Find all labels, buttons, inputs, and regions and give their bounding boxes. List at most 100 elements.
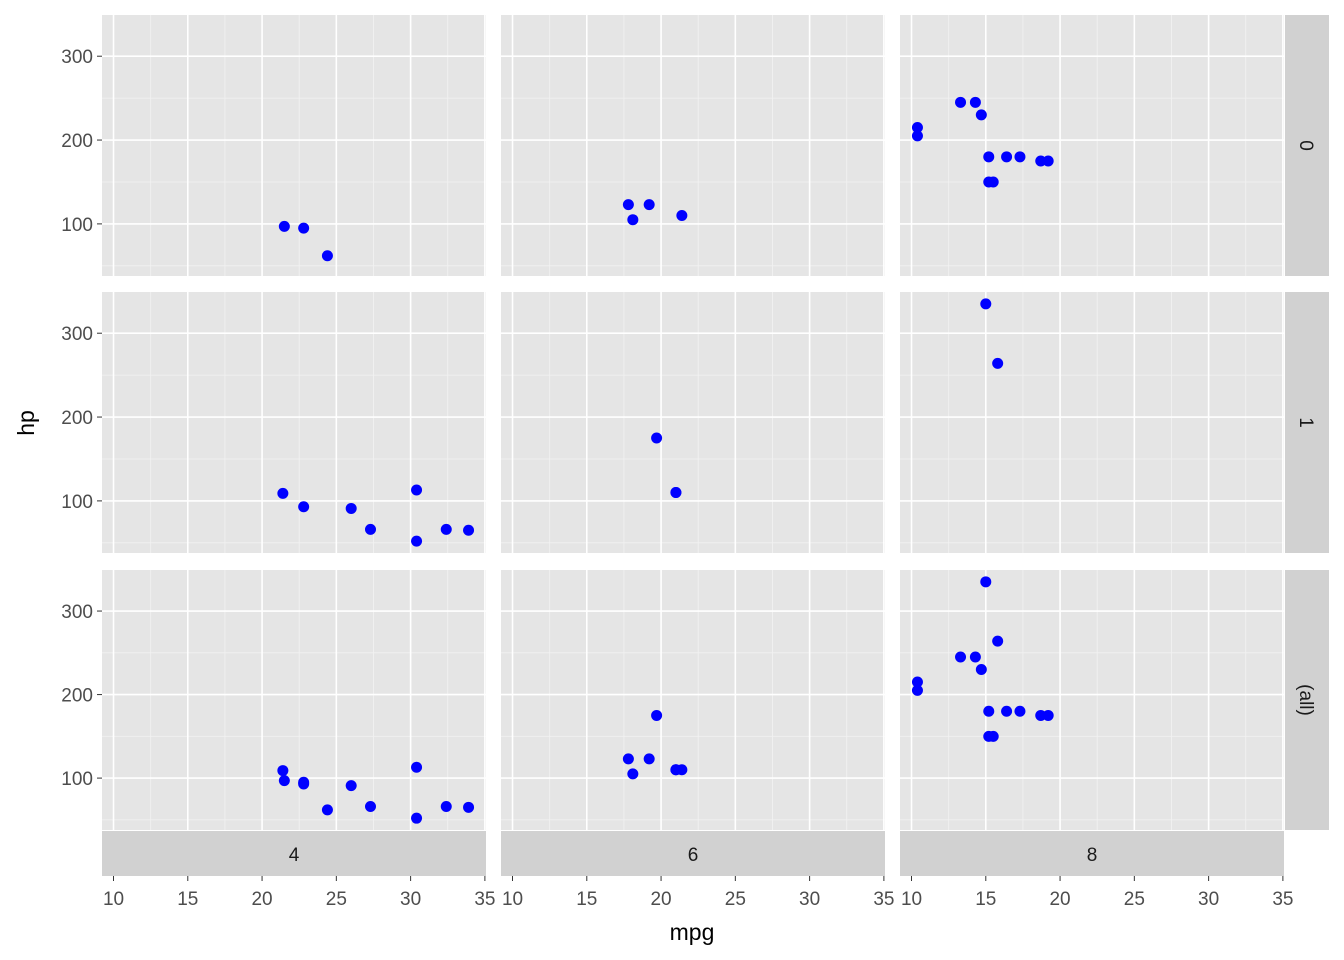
- data-point: [975, 664, 987, 676]
- x-tick-label: 10: [502, 889, 523, 910]
- data-point: [911, 676, 923, 688]
- panel-(all)-6: [501, 570, 885, 830]
- column-strip: [501, 831, 885, 876]
- y-tick-label: 300: [61, 47, 93, 68]
- x-tick-label: 25: [1124, 889, 1145, 910]
- data-point: [365, 523, 377, 535]
- data-point: [627, 768, 639, 780]
- x-tick-label: 20: [1049, 889, 1070, 910]
- data-point: [622, 753, 634, 765]
- data-point: [1042, 709, 1054, 721]
- data-point: [411, 484, 423, 496]
- data-point: [983, 151, 995, 163]
- data-point: [1014, 151, 1026, 163]
- data-point: [411, 535, 423, 547]
- y-tick-label: 300: [61, 324, 93, 345]
- data-point: [365, 800, 377, 812]
- panel-0-4: [102, 15, 486, 276]
- data-point: [670, 764, 682, 776]
- y-tick-label: 100: [61, 215, 93, 236]
- y-tick-label: 200: [61, 408, 93, 429]
- data-point: [975, 109, 987, 121]
- row-strip-label: 0: [1295, 140, 1316, 151]
- data-point: [983, 705, 995, 717]
- data-point: [1001, 151, 1013, 163]
- x-tick-label: 20: [650, 889, 671, 910]
- data-point: [627, 214, 639, 226]
- data-point: [643, 753, 655, 765]
- data-point: [463, 524, 475, 536]
- y-tick-label: 100: [61, 769, 93, 790]
- panel-0-8: [900, 15, 1284, 276]
- panel-background: [900, 15, 1284, 276]
- data-point: [911, 130, 923, 142]
- data-point: [651, 432, 663, 444]
- row-strip-label: 1: [1295, 417, 1316, 428]
- x-tick-label: 30: [799, 889, 820, 910]
- row-strip-label: (all): [1295, 684, 1316, 716]
- panel-background: [102, 570, 486, 830]
- x-tick-label: 10: [901, 889, 922, 910]
- data-point: [298, 222, 310, 234]
- data-point: [651, 709, 663, 721]
- column-strip: [102, 831, 486, 876]
- y-tick-label: 200: [61, 686, 93, 707]
- panel-1-6: [501, 292, 885, 553]
- data-point: [278, 775, 290, 787]
- data-point: [955, 96, 967, 108]
- y-tick-label: 300: [61, 602, 93, 623]
- data-point: [345, 780, 357, 792]
- panel-1-4: [102, 292, 486, 553]
- panel-background: [501, 292, 885, 553]
- data-point: [969, 651, 981, 663]
- data-point: [277, 487, 289, 499]
- panel-background: [501, 15, 885, 276]
- x-tick-label: 25: [725, 889, 746, 910]
- data-point: [321, 250, 333, 262]
- panel-background: [900, 292, 1284, 553]
- data-point: [980, 576, 992, 588]
- data-point: [969, 96, 981, 108]
- data-point: [298, 778, 310, 790]
- data-point: [992, 635, 1004, 647]
- x-tick-label: 20: [251, 889, 272, 910]
- data-point: [321, 804, 333, 816]
- y-tick-label: 200: [61, 131, 93, 152]
- x-tick-label: 35: [1272, 889, 1293, 910]
- panel-1-8: [900, 292, 1284, 553]
- panel-background: [900, 570, 1284, 830]
- row-strip: [1285, 292, 1329, 553]
- x-tick-label: 15: [576, 889, 597, 910]
- data-point: [277, 765, 289, 777]
- column-strip-label: 6: [688, 845, 699, 866]
- x-tick-label: 35: [474, 889, 495, 910]
- column-strip-label: 8: [1087, 845, 1098, 866]
- panel-0-6: [501, 15, 885, 276]
- x-axis-title: mpg: [670, 919, 715, 945]
- data-point: [911, 684, 923, 696]
- data-point: [643, 199, 655, 211]
- data-point: [1042, 155, 1054, 167]
- panel-background: [102, 292, 486, 553]
- x-tick-label: 30: [400, 889, 421, 910]
- data-point: [411, 761, 423, 773]
- panel-(all)-4: [102, 570, 486, 830]
- data-point: [1014, 705, 1026, 717]
- data-point: [670, 487, 682, 499]
- x-tick-label: 15: [975, 889, 996, 910]
- data-point: [911, 121, 923, 133]
- column-strip: [900, 831, 1284, 876]
- data-point: [955, 651, 967, 663]
- panel-background: [102, 15, 486, 276]
- data-point: [463, 801, 475, 813]
- panel-(all)-8: [900, 570, 1284, 830]
- data-point: [411, 812, 423, 824]
- data-point: [992, 357, 1004, 369]
- x-tick-label: 25: [326, 889, 347, 910]
- y-axis-title: hp: [13, 410, 39, 436]
- data-point: [278, 220, 290, 232]
- y-tick-label: 100: [61, 492, 93, 513]
- column-strip-label: 4: [289, 845, 300, 866]
- row-strip: [1285, 15, 1329, 276]
